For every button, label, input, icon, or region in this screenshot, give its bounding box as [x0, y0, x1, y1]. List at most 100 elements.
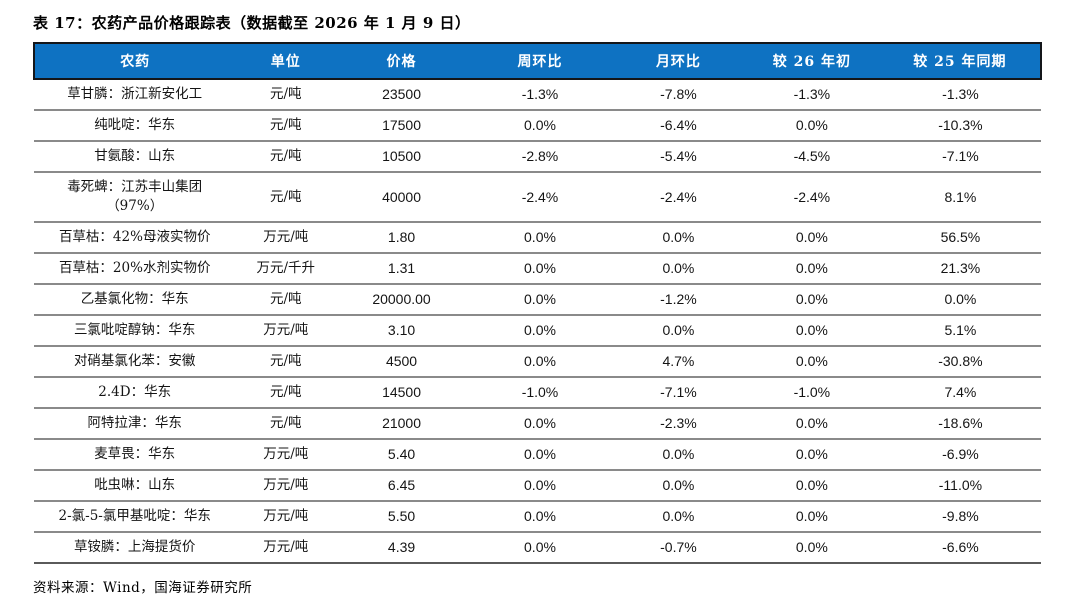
price-cell: 1.80	[336, 222, 467, 254]
table-row: 2-氯-5-氯甲基吡啶：华东 万元/吨 5.50 0.0% 0.0% 0.0% …	[34, 501, 1041, 533]
wow-change-cell: -1.0%	[466, 377, 613, 409]
wow-change-cell: -1.3%	[466, 79, 613, 111]
header-row: 农药 单位 价格 周环比 月环比 较 26 年初 较 25 年同期	[32, 42, 1043, 80]
col-header-mom: 月环比	[612, 42, 744, 80]
pesticide-name-cell: 2.4D：华东	[34, 377, 236, 409]
mom-change-cell: -7.1%	[612, 377, 744, 409]
pesticide-name-cell: 百草枯：20%水剂实物价	[34, 253, 236, 285]
ytd-change-cell: 0.0%	[743, 222, 880, 254]
table-row: 对硝基氯化苯：安徽 元/吨 4500 0.0% 4.7% 0.0% -30.8%	[34, 346, 1041, 378]
pesticide-name-cell: 纯吡啶：华东	[34, 110, 236, 142]
table-title: 表 17：农药产品价格跟踪表（数据截至 2026 年 1 月 9 日）	[33, 14, 471, 32]
table-body: 草甘膦：浙江新安化工 元/吨 23500 -1.3% -7.8% -1.3% -…	[34, 79, 1041, 564]
mom-change-cell: 0.0%	[612, 501, 744, 533]
yoy-change-cell: 5.1%	[879, 315, 1041, 347]
mom-change-cell: -5.4%	[612, 141, 744, 173]
price-cell: 5.40	[336, 439, 467, 471]
unit-cell: 万元/吨	[235, 470, 337, 502]
ytd-change-cell: 0.0%	[743, 110, 880, 142]
yoy-change-cell: 56.5%	[879, 222, 1041, 254]
table-row: 草甘膦：浙江新安化工 元/吨 23500 -1.3% -7.8% -1.3% -…	[34, 79, 1041, 111]
pesticide-name-cell: 草铵膦：上海提货价	[34, 532, 236, 564]
ytd-change-cell: 0.0%	[743, 284, 880, 316]
table-row: 吡虫啉：山东 万元/吨 6.45 0.0% 0.0% 0.0% -11.0%	[34, 470, 1041, 502]
yoy-change-cell: -6.6%	[879, 532, 1041, 564]
wow-change-cell: 0.0%	[466, 253, 613, 285]
ytd-change-cell: -1.0%	[743, 377, 880, 409]
ytd-change-cell: 0.0%	[743, 315, 880, 347]
pesticide-name-cell: 三氯吡啶醇钠：华东	[34, 315, 236, 347]
mom-change-cell: -1.2%	[612, 284, 744, 316]
table-row: 2.4D：华东 元/吨 14500 -1.0% -7.1% -1.0% 7.4%	[34, 377, 1041, 409]
mom-change-cell: 0.0%	[612, 315, 744, 347]
yoy-change-cell: -11.0%	[879, 470, 1041, 502]
table-row: 三氯吡啶醇钠：华东 万元/吨 3.10 0.0% 0.0% 0.0% 5.1%	[34, 315, 1041, 347]
unit-cell: 万元/吨	[235, 222, 337, 254]
ytd-change-cell: -4.5%	[743, 141, 880, 173]
yoy-change-cell: -7.1%	[879, 141, 1041, 173]
mom-change-cell: -2.4%	[612, 172, 744, 223]
pesticide-name-cell: 乙基氯化物：华东	[34, 284, 236, 316]
pesticide-name-cell: 对硝基氯化苯：安徽	[34, 346, 236, 378]
yoy-change-cell: -1.3%	[879, 79, 1041, 111]
pesticide-name-cell: 吡虫啉：山东	[34, 470, 236, 502]
ytd-change-cell: -1.3%	[743, 79, 880, 111]
table-row: 百草枯：42%母液实物价 万元/吨 1.80 0.0% 0.0% 0.0% 56…	[34, 222, 1041, 254]
col-header-vs-ytd: 较 26 年初	[743, 42, 880, 80]
wow-change-cell: 0.0%	[466, 110, 613, 142]
pesticide-name-cell: 草甘膦：浙江新安化工	[34, 79, 236, 111]
wow-change-cell: 0.0%	[466, 501, 613, 533]
unit-cell: 万元/吨	[235, 501, 337, 533]
price-cell: 20000.00	[336, 284, 467, 316]
yoy-change-cell: -6.9%	[879, 439, 1041, 471]
pesticide-price-table: 农药 单位 价格 周环比 月环比 较 26 年初 较 25 年同期 草甘膦：浙江…	[32, 42, 1043, 564]
ytd-change-cell: 0.0%	[743, 532, 880, 564]
col-header-wow: 周环比	[466, 42, 613, 80]
ytd-change-cell: -2.4%	[743, 172, 880, 223]
yoy-change-cell: 21.3%	[879, 253, 1041, 285]
unit-cell: 元/吨	[235, 172, 337, 223]
ytd-change-cell: 0.0%	[743, 470, 880, 502]
unit-cell: 元/吨	[235, 346, 337, 378]
mom-change-cell: -7.8%	[612, 79, 744, 111]
wow-change-cell: 0.0%	[466, 222, 613, 254]
table-row: 毒死蜱：江苏丰山集团 （97%） 元/吨 40000 -2.4% -2.4% -…	[34, 172, 1041, 223]
table-row: 草铵膦：上海提货价 万元/吨 4.39 0.0% -0.7% 0.0% -6.6…	[34, 532, 1041, 564]
price-cell: 6.45	[336, 470, 467, 502]
yoy-change-cell: 7.4%	[879, 377, 1041, 409]
wow-change-cell: 0.0%	[466, 532, 613, 564]
mom-change-cell: 0.0%	[612, 253, 744, 285]
wow-change-cell: -2.4%	[466, 172, 613, 223]
pesticide-name-cell: 甘氨酸：山东	[34, 141, 236, 173]
table-row: 甘氨酸：山东 元/吨 10500 -2.8% -5.4% -4.5% -7.1%	[34, 141, 1041, 173]
col-header-vs-yoy: 较 25 年同期	[879, 42, 1043, 80]
price-cell: 21000	[336, 408, 467, 440]
ytd-change-cell: 0.0%	[743, 408, 880, 440]
col-header-price: 价格	[336, 42, 467, 80]
price-cell: 40000	[336, 172, 467, 223]
yoy-change-cell: 0.0%	[879, 284, 1041, 316]
pesticide-name-cell: 麦草畏：华东	[34, 439, 236, 471]
price-cell: 4.39	[336, 532, 467, 564]
unit-cell: 万元/吨	[235, 439, 337, 471]
price-cell: 17500	[336, 110, 467, 142]
table-row: 麦草畏：华东 万元/吨 5.40 0.0% 0.0% 0.0% -6.9%	[34, 439, 1041, 471]
ytd-change-cell: 0.0%	[743, 253, 880, 285]
wow-change-cell: 0.0%	[466, 315, 613, 347]
wow-change-cell: 0.0%	[466, 470, 613, 502]
mom-change-cell: 4.7%	[612, 346, 744, 378]
price-cell: 14500	[336, 377, 467, 409]
mom-change-cell: -0.7%	[612, 532, 744, 564]
unit-cell: 万元/吨	[235, 315, 337, 347]
data-source-note: 资料来源：Wind，国海证券研究所	[33, 580, 253, 596]
unit-cell: 元/吨	[235, 408, 337, 440]
wow-change-cell: 0.0%	[466, 408, 613, 440]
unit-cell: 元/吨	[235, 377, 337, 409]
wow-change-cell: 0.0%	[466, 346, 613, 378]
unit-cell: 万元/千升	[235, 253, 337, 285]
unit-cell: 元/吨	[235, 79, 337, 111]
table-header: 农药 单位 价格 周环比 月环比 较 26 年初 较 25 年同期	[32, 42, 1043, 80]
mom-change-cell: -6.4%	[612, 110, 744, 142]
pesticide-name-cell: 2-氯-5-氯甲基吡啶：华东	[34, 501, 236, 533]
